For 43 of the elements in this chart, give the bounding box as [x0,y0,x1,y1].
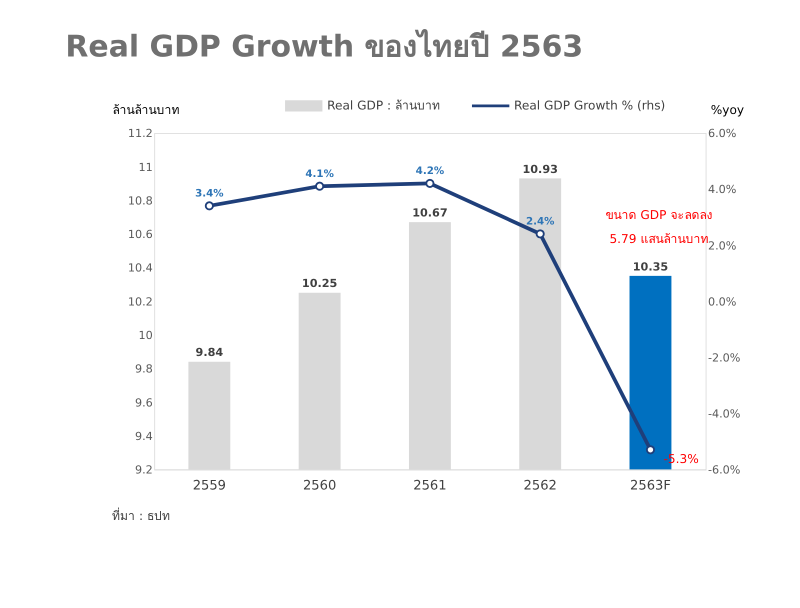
data-label: 3.4% [195,187,224,200]
y2-tick-label: 6.0% [708,127,737,140]
y2-tick-label: -4.0% [708,408,741,421]
y-tick-label: 10.8 [128,194,153,208]
data-label: 10.67 [412,206,448,220]
text: ที่มา : ธปท [112,506,170,523]
x-tick-label: 2559 [192,478,226,494]
data-label: 4.2% [416,165,444,178]
data-label: 10.25 [302,277,338,290]
x-tick-label: 2561 [413,478,447,494]
y-tick-label: 10.2 [128,295,153,308]
data-label: 4.1% [305,168,334,180]
y-tick-label: 10.4 [128,262,153,275]
y-tick-label: 9.6 [134,396,153,410]
x-tick-label: 2563F [630,478,671,494]
data-label: 10.93 [522,162,558,176]
y2-tick-label: 2.0% [708,239,737,252]
y2-tick-label: 0.0% [708,295,737,308]
y-tick-label: 10 [138,329,153,342]
y-axis-title: ล้านล้านบาท [112,102,180,117]
chart-title: Real GDP Growth ของไทยปี 2563 [65,28,584,64]
x-tick-label: 2560 [302,478,336,494]
data-label: 2.4% [526,216,554,228]
y-tick-label: 10.6 [128,228,153,242]
data-label: 9.84 [196,346,224,360]
y-tick-label: 11.2 [128,127,153,140]
point [646,445,656,454]
point [536,229,545,238]
y2-tick-label: -6.0% [708,464,741,477]
point [425,178,434,188]
y2-tick-label: -2.0% [708,351,741,364]
y2-tick-label: 4.0% [708,183,737,196]
y-tick-label: 9.4 [134,430,153,443]
y-tick-label: 11 [138,160,153,174]
x-tick-label: 2562 [524,478,557,494]
y-tick-label: 9.2 [134,464,153,477]
point [315,182,324,191]
y2-axis-title: %yoy [710,102,744,117]
data-label: 10.35 [632,260,668,274]
legend-label: Real GDP : ล้านบาท [327,98,440,113]
y-tick-label: 9.8 [134,362,153,376]
legend-label: Real GDP Growth % (rhs) [514,98,666,113]
point [204,201,214,210]
